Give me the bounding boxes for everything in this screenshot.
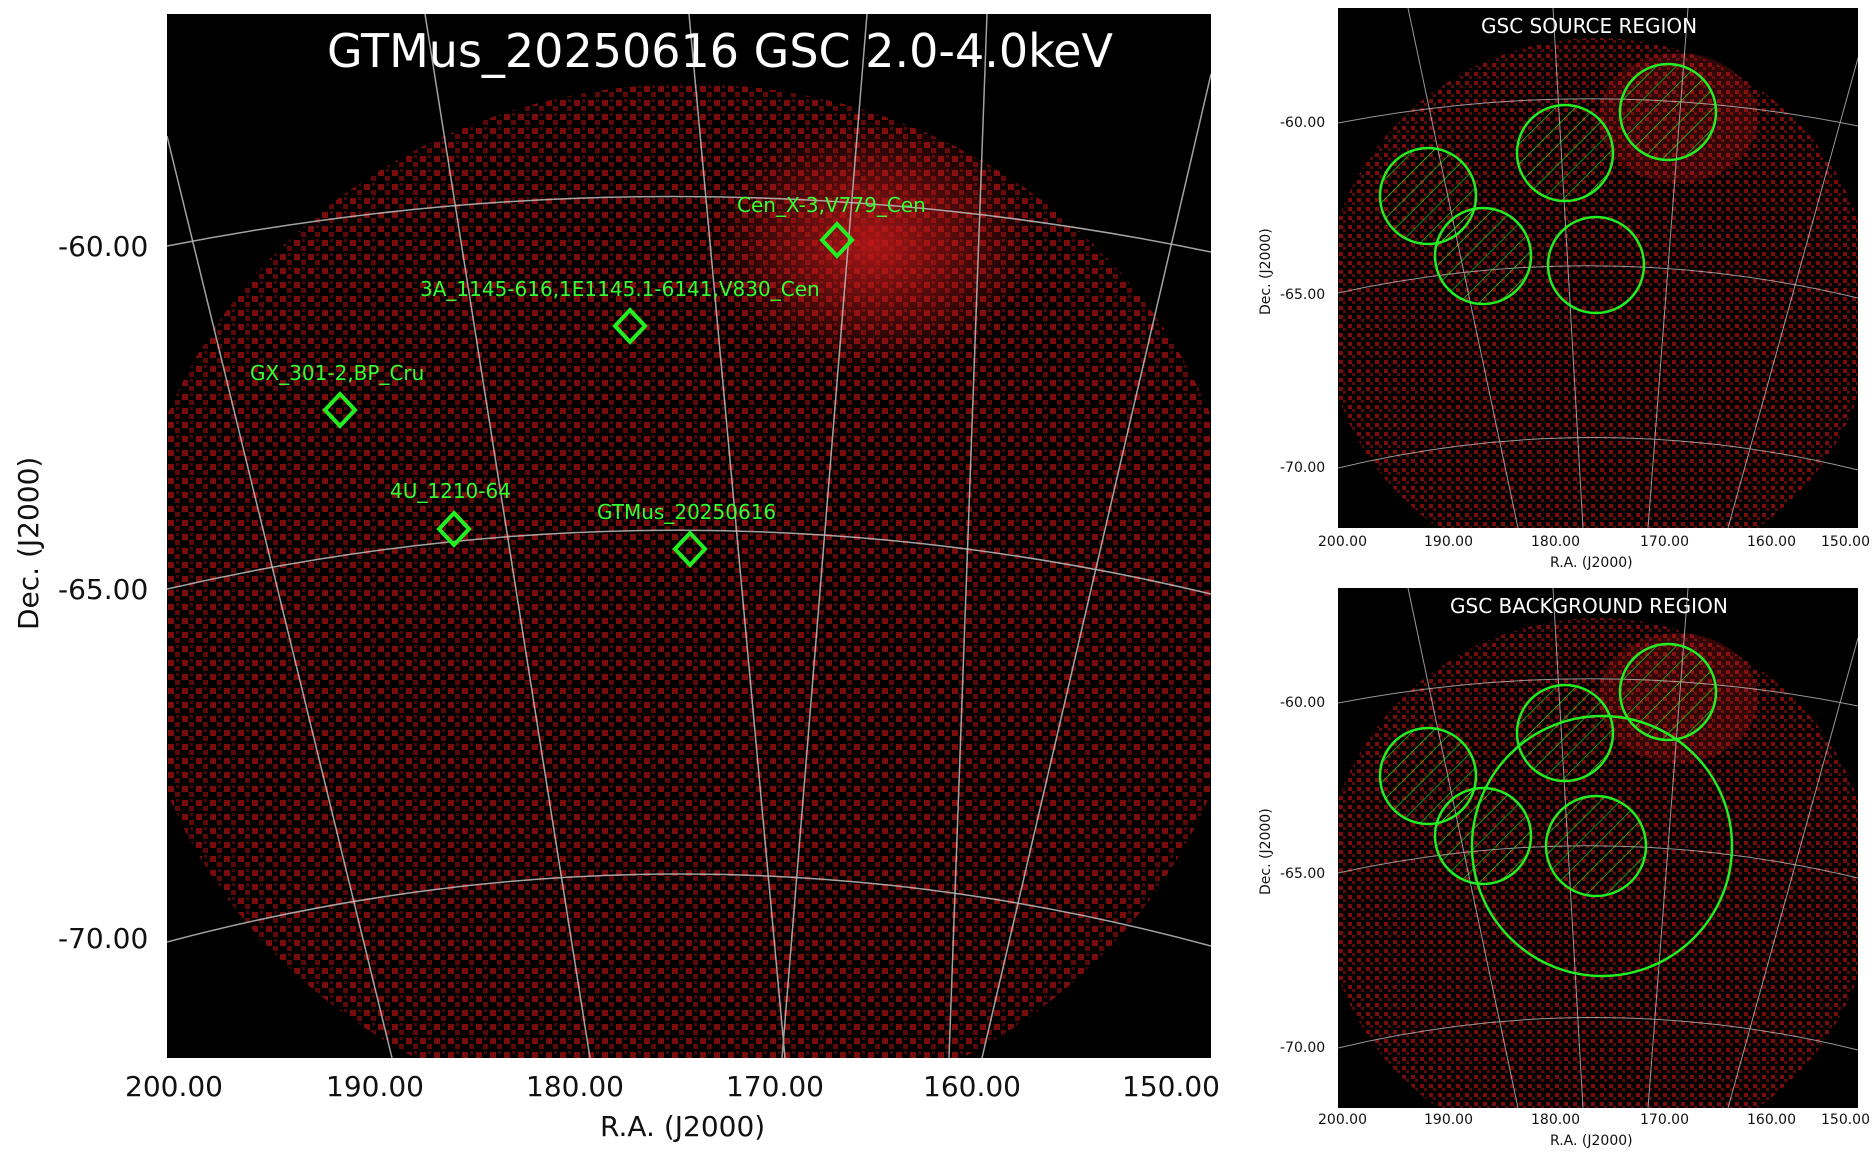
bg-xtick-180: 180.00	[1531, 1112, 1580, 1128]
bg-circle-3	[1515, 683, 1615, 783]
main-sky-panel: GTMus_20250616 GSC 2.0-4.0keV Cen_X-3,V7…	[166, 13, 1212, 1059]
bg-annulus-circle	[1470, 714, 1734, 978]
bg-xtick-150: 150.00	[1821, 1112, 1870, 1128]
region-circle-4	[1618, 62, 1718, 162]
bg-xlabel: R.A. (J2000)	[1550, 1133, 1633, 1149]
src-xtick-160: 160.00	[1747, 534, 1796, 550]
main-ytick-65: -65.00	[58, 573, 149, 606]
src-xtick-190: 190.00	[1424, 534, 1473, 550]
bg-circle-2	[1433, 786, 1533, 886]
source-markers	[322, 221, 855, 568]
main-sky-image	[166, 13, 1212, 1059]
src-xtick-200: 200.00	[1318, 534, 1367, 550]
dec-grid-lines	[166, 195, 1212, 947]
source-label-3a-1145: 3A_1145-616,1E1145.1-6141,V830_Cen	[420, 277, 820, 301]
source-region-panel: GSC SOURCE REGION	[1337, 7, 1859, 529]
src-xtick-170: 170.00	[1640, 534, 1689, 550]
main-xtick-170: 170.00	[726, 1070, 824, 1103]
src-ytick-60: -60.00	[1280, 115, 1326, 131]
src-ylabel: Dec. (J2000)	[1258, 228, 1274, 315]
src-xtick-150: 150.00	[1821, 534, 1870, 550]
src-xlabel: R.A. (J2000)	[1550, 555, 1633, 571]
source-marker-cen-x-3	[819, 221, 855, 259]
bg-circle-5	[1544, 794, 1648, 898]
source-region-circles	[1378, 62, 1718, 315]
main-xtick-150: 150.00	[1122, 1070, 1220, 1103]
src-xtick-180: 180.00	[1531, 534, 1580, 550]
ra-grid-lines	[166, 13, 1212, 1059]
source-region-title: GSC SOURCE REGION	[1481, 14, 1698, 38]
background-region-title: GSC BACKGROUND REGION	[1450, 594, 1728, 618]
region-circle-5	[1546, 215, 1646, 315]
bg-circle-4	[1618, 642, 1718, 742]
main-xlabel: R.A. (J2000)	[600, 1110, 766, 1143]
bg-ytick-60: -60.00	[1280, 695, 1326, 711]
main-xtick-180: 180.00	[526, 1070, 624, 1103]
source-label-cen-x-3: Cen_X-3,V779_Cen	[737, 193, 926, 217]
region-circle-3	[1515, 103, 1615, 203]
main-xtick-190: 190.00	[326, 1070, 424, 1103]
source-label-4u-1210: 4U_1210-64	[390, 479, 511, 503]
background-region-image	[1337, 587, 1859, 1109]
main-xtick-160: 160.00	[923, 1070, 1021, 1103]
region-circle-2	[1433, 206, 1533, 306]
bg-ytick-70: -70.00	[1280, 1040, 1326, 1056]
main-title: GTMus_20250616 GSC 2.0-4.0keV	[327, 24, 1113, 78]
bg-xtick-190: 190.00	[1424, 1112, 1473, 1128]
src-ytick-70: -70.00	[1280, 460, 1326, 476]
source-marker-gx-301	[322, 391, 358, 429]
src-ytick-65: -65.00	[1280, 287, 1326, 303]
bg-xtick-200: 200.00	[1318, 1112, 1367, 1128]
main-xtick-200: 200.00	[125, 1070, 223, 1103]
bg-ylabel: Dec. (J2000)	[1258, 808, 1274, 895]
source-marker-3a-1145	[612, 307, 648, 345]
source-region-image	[1337, 7, 1859, 529]
source-marker-gtmus	[672, 530, 708, 568]
bg-xtick-160: 160.00	[1747, 1112, 1796, 1128]
source-label-gx-301: GX_301-2,BP_Cru	[250, 361, 425, 385]
main-ytick-60: -60.00	[58, 230, 149, 263]
bg-ytick-65: -65.00	[1280, 866, 1326, 882]
bg-xtick-170: 170.00	[1640, 1112, 1689, 1128]
background-region-circles	[1378, 642, 1734, 978]
main-ytick-70: -70.00	[58, 922, 149, 955]
source-label-gtmus: GTMus_20250616	[597, 500, 777, 524]
source-marker-4u-1210	[436, 510, 472, 548]
background-region-panel: GSC BACKGROUND REGION	[1337, 587, 1859, 1109]
main-ylabel: Dec. (J2000)	[12, 456, 45, 630]
